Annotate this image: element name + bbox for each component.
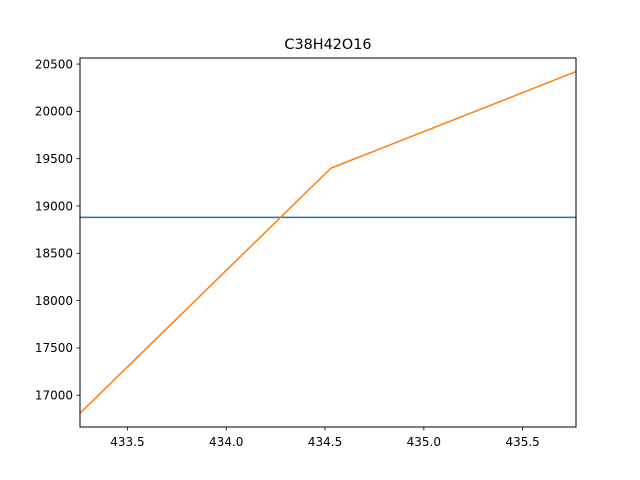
x-tick-label: 435.0 (407, 435, 441, 449)
y-tick-label: 20500 (35, 57, 73, 71)
y-tick-label: 18500 (35, 247, 73, 261)
y-tick-label: 17500 (35, 341, 73, 355)
x-tick-label: 435.5 (505, 435, 539, 449)
y-tick-label: 17000 (35, 389, 73, 403)
y-tick-label: 19000 (35, 199, 73, 213)
plot-area-frame (79, 57, 577, 428)
x-axis-ticks: 433.5 434.0 434.5 435.0 435.5 (110, 427, 540, 449)
series-layer (78, 70, 577, 415)
series-line-2 (78, 70, 577, 415)
y-tick-label: 20000 (35, 105, 73, 119)
x-tick-label: 434.0 (209, 435, 243, 449)
x-tick-label: 434.5 (308, 435, 342, 449)
x-tick-label: 433.5 (110, 435, 144, 449)
chart-title: C38H42O16 (284, 37, 371, 53)
y-tick-label: 18000 (35, 294, 73, 308)
y-tick-label: 19500 (35, 152, 73, 166)
y-axis-ticks: 17000 17500 18000 18500 19000 19500 20000 20500 (35, 57, 80, 403)
